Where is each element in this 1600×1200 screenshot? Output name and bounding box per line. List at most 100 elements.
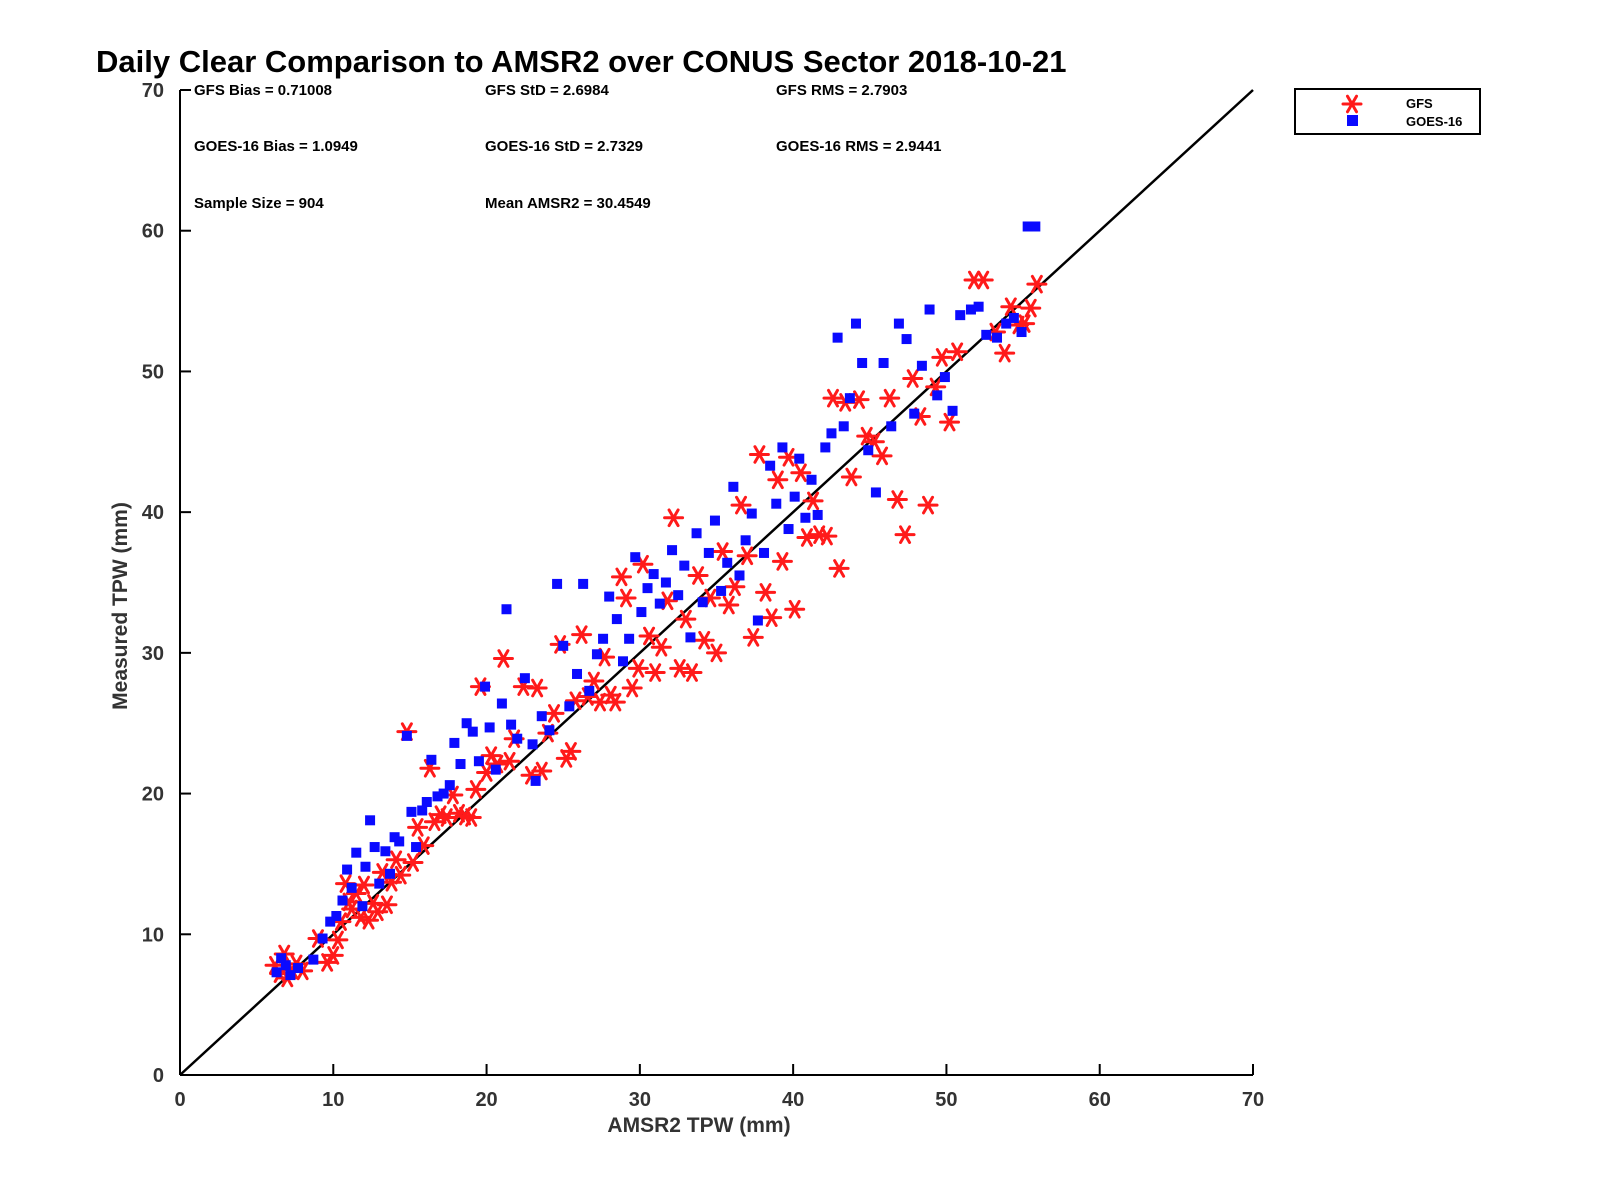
goes16-point: [455, 759, 466, 770]
goes16-point: [752, 615, 763, 626]
goes16-point: [973, 301, 984, 312]
goes16-point: [992, 332, 1003, 343]
goes16-point: [1030, 221, 1041, 232]
x-tick-label: 0: [174, 1089, 185, 1111]
goes16-point: [501, 604, 512, 615]
goes16-point: [357, 901, 368, 912]
gfs-point: [784, 599, 806, 619]
goes16-point: [863, 445, 874, 456]
goes16-point: [480, 681, 491, 692]
gfs-point: [761, 608, 783, 627]
stat-goes-bias: GOES-16 Bias = 1.0949: [194, 138, 358, 155]
goes16-point: [850, 318, 861, 329]
gfs-point: [879, 388, 901, 408]
x-tick-label: 20: [475, 1089, 497, 1111]
stat-mean-amsr2: Mean AMSR2 = 30.4549: [485, 195, 651, 212]
goes16-point: [924, 304, 935, 315]
goes16-point: [728, 481, 739, 492]
chart-title: Daily Clear Comparison to AMSR2 over CON…: [96, 44, 1067, 79]
gfs-point: [742, 628, 764, 647]
goes16-point: [401, 730, 412, 741]
goes16-point: [697, 597, 708, 608]
gfs-point: [638, 626, 660, 646]
gfs-point: [828, 559, 850, 578]
x-axis-ticks: 0 10 20 30 40 50 60 70: [174, 1064, 1264, 1111]
gfs-point: [894, 525, 916, 544]
goes16-point: [438, 788, 449, 799]
goes16-point: [806, 474, 817, 485]
gfs-point: [610, 567, 632, 587]
goes16-point: [360, 861, 371, 872]
gfs-point: [465, 780, 487, 799]
goes16-point: [484, 722, 495, 733]
y-tick-label: 40: [142, 502, 164, 524]
goes16-point: [564, 701, 575, 712]
gfs-point: [706, 643, 727, 663]
gfs-point: [886, 490, 908, 509]
goes16-point: [351, 847, 362, 858]
goes16-point: [777, 442, 788, 453]
goes16-point: [308, 954, 319, 965]
gfs-point: [902, 369, 924, 388]
goes16-point: [604, 591, 615, 602]
goes16-point: [527, 739, 538, 750]
goes16-point: [342, 864, 353, 875]
goes16-point: [636, 607, 647, 618]
y-tick-label: 50: [142, 361, 164, 383]
gfs-point: [675, 609, 697, 629]
y-tick-label: 10: [142, 924, 164, 946]
one-to-one-reference-line: [179, 89, 1254, 1076]
goes16-point: [406, 806, 417, 817]
goes16-point: [544, 725, 555, 736]
goes16-point: [1001, 318, 1012, 329]
goes16-point: [667, 545, 678, 556]
goes16-point: [572, 668, 583, 679]
gfs-point: [917, 495, 939, 515]
goes16-point: [611, 614, 622, 625]
goes16-point: [1008, 312, 1019, 323]
goes16-point: [771, 498, 782, 509]
gfs-point: [840, 467, 862, 487]
goes16-point: [530, 775, 541, 786]
goes16-point: [374, 878, 385, 889]
gfs-point: [650, 637, 672, 657]
goes16-point: [734, 570, 745, 581]
goes16-point: [893, 318, 904, 329]
y-tick-label: 20: [142, 784, 164, 806]
goes16-point: [939, 372, 950, 383]
goes16-point: [584, 685, 595, 696]
gfs-point: [755, 583, 777, 602]
goes16-point: [506, 719, 517, 730]
gfs-point: [687, 566, 709, 585]
y-tick-label: 70: [142, 80, 164, 102]
goes16-point: [759, 547, 770, 558]
goes16-point: [417, 805, 428, 816]
goes16-point: [426, 754, 437, 765]
y-tick-label: 0: [153, 1065, 164, 1087]
goes16-point: [783, 524, 794, 535]
goes16-point: [722, 557, 733, 568]
goes16-point: [981, 329, 992, 340]
goes16-point: [331, 910, 342, 921]
stat-sample-size: Sample Size = 904: [194, 195, 324, 212]
goes16-point: [411, 842, 422, 853]
goes16-point: [317, 933, 328, 944]
legend: GFS GOES-16: [1294, 88, 1481, 135]
gfs-point: [693, 630, 715, 650]
gfs-point: [724, 577, 746, 597]
goes16-point: [276, 953, 287, 964]
gfs-point: [543, 704, 565, 723]
stat-goes-rms: GOES-16 RMS = 2.9441: [776, 138, 942, 155]
goes16-point: [703, 547, 714, 558]
x-tick-label: 70: [1242, 1089, 1264, 1111]
goes16-point: [473, 756, 484, 767]
goes16-point: [444, 780, 455, 791]
goes16-point: [285, 970, 296, 981]
goes16-point: [709, 515, 720, 526]
legend-box: [1294, 88, 1481, 135]
goes16-point: [280, 960, 291, 971]
goes16-point: [679, 560, 690, 571]
goes16-point: [765, 460, 776, 471]
gfs-point: [627, 659, 649, 678]
